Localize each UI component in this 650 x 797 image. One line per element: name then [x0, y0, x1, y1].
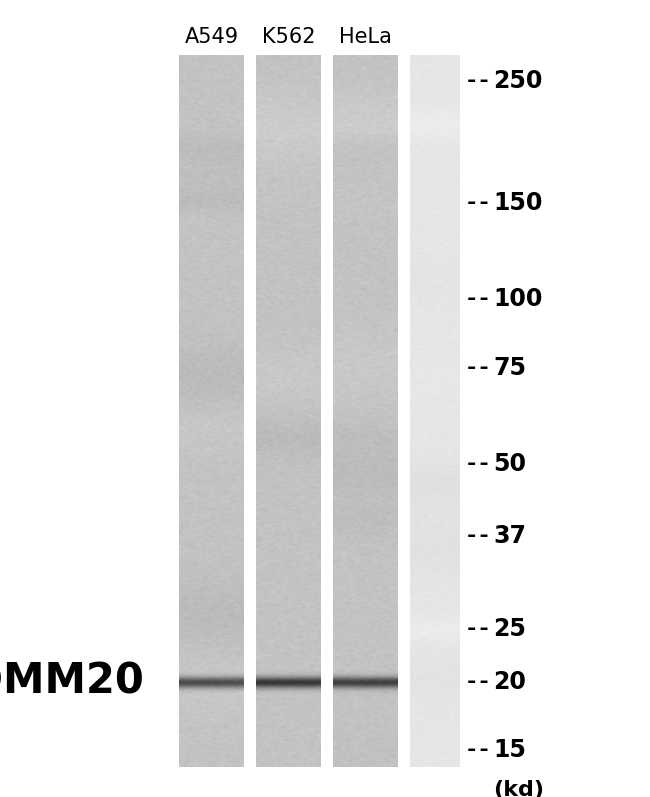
Text: 37: 37: [493, 524, 526, 548]
Text: --: --: [465, 289, 492, 309]
Text: --: --: [465, 71, 492, 91]
Text: --: --: [465, 526, 492, 546]
Text: 50: 50: [493, 452, 526, 476]
Text: --: --: [465, 193, 492, 213]
Text: 100: 100: [493, 287, 542, 311]
Text: 20: 20: [493, 670, 526, 694]
Text: 150: 150: [493, 191, 542, 215]
Text: HeLa: HeLa: [339, 27, 392, 47]
Text: 250: 250: [493, 69, 542, 93]
Text: --: --: [465, 740, 492, 760]
Text: --: --: [465, 619, 492, 639]
Text: 25: 25: [493, 617, 526, 641]
Text: A549: A549: [185, 27, 239, 47]
Text: 15: 15: [493, 738, 526, 762]
Text: --: --: [465, 672, 492, 692]
Text: TOMM20: TOMM20: [0, 661, 145, 703]
Text: --: --: [465, 454, 492, 474]
Text: K562: K562: [262, 27, 315, 47]
Text: --: --: [465, 358, 492, 378]
Text: (kd): (kd): [493, 780, 544, 797]
Text: 75: 75: [493, 356, 526, 380]
